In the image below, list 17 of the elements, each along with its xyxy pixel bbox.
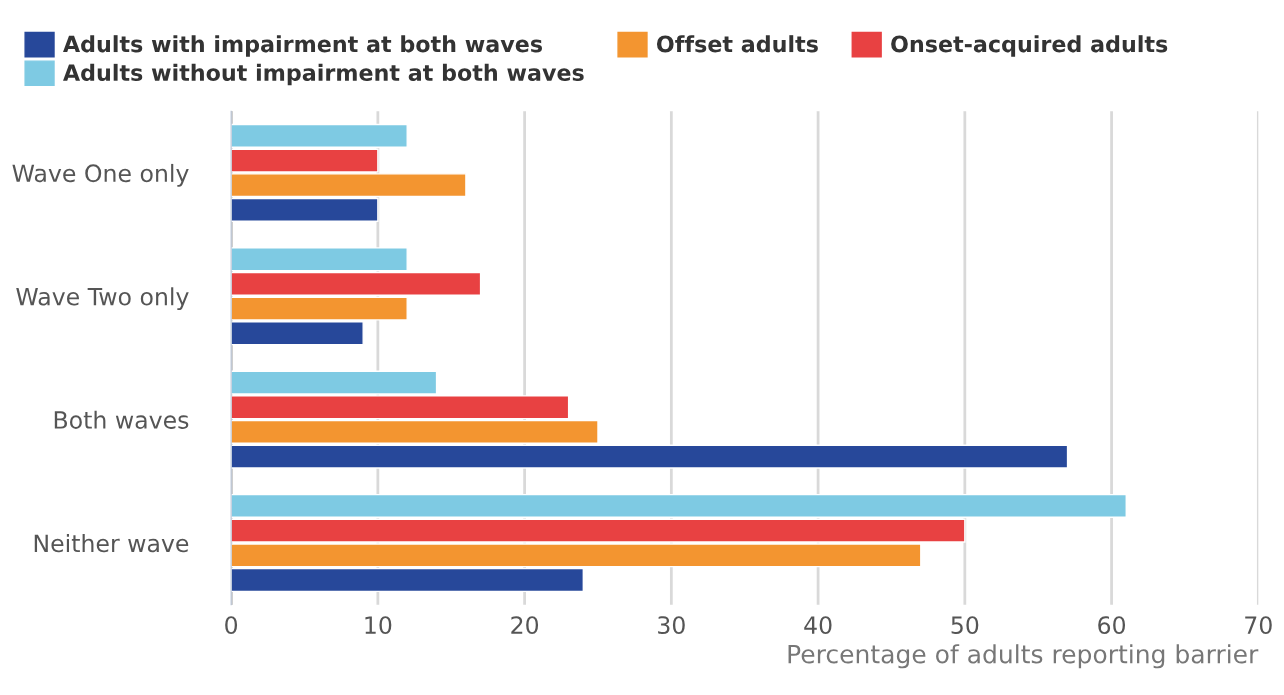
x-tick-label: 0 <box>225 616 238 635</box>
x-axis-title: Percentage of adults reporting barrier <box>788 644 1259 669</box>
x-tick-label: 70 <box>1245 616 1272 635</box>
y-tick-label: Wave Two only <box>16 287 189 311</box>
legend-label: Adults with impairment at both waves <box>63 35 542 57</box>
x-tick-label: 10 <box>365 616 392 635</box>
x-tick-label: 20 <box>511 616 539 635</box>
legend-label: Onset-acquired adults <box>891 35 1168 57</box>
x-tick-label: 40 <box>804 616 832 635</box>
x-tick-label: 30 <box>658 616 685 635</box>
y-tick-label: Both waves <box>54 410 189 429</box>
y-tick-label: Wave One only <box>12 163 189 187</box>
legend-label: Offset adults <box>656 35 818 53</box>
x-tick-label: 50 <box>951 616 979 635</box>
legend-label: Adults without impairment at both waves <box>63 63 584 86</box>
y-tick-label: Neither wave <box>34 534 189 553</box>
x-tick-label: 60 <box>1098 616 1126 635</box>
